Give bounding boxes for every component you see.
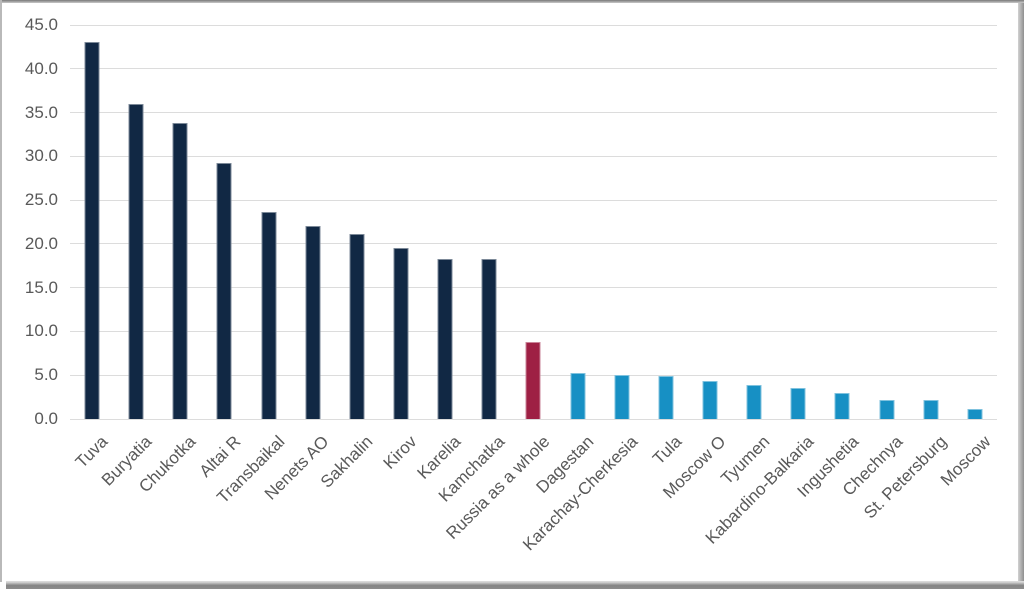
bar-russia-as-a-whole	[525, 341, 541, 419]
bar-sakhalin	[349, 234, 365, 419]
y-tick-label: 30.0	[24, 146, 58, 166]
gridline	[70, 112, 997, 114]
gridlines	[70, 24, 997, 420]
bar-karelia	[437, 258, 453, 419]
bar-slot	[247, 25, 291, 419]
bar-kamchatka	[481, 258, 497, 419]
bar-ingushetia	[834, 392, 850, 419]
gridline	[70, 24, 997, 26]
bar-slot	[644, 25, 688, 419]
bar-moscow-o	[702, 381, 718, 419]
frame-edge-top	[0, 0, 1024, 3]
bar-slot	[600, 25, 644, 419]
plot-area	[70, 24, 997, 420]
bar-slot	[467, 25, 511, 419]
bar-tyumen	[746, 384, 762, 419]
bar-slot	[202, 25, 246, 419]
bar-buryatia	[128, 103, 144, 419]
gridline	[70, 287, 997, 289]
bar-slot	[379, 25, 423, 419]
bar-slot	[865, 25, 909, 419]
bar-kirov	[393, 248, 409, 419]
frame-edge-right	[1018, 3, 1024, 589]
bars	[70, 25, 997, 419]
bar-altai-r	[216, 163, 232, 419]
bar-slot	[114, 25, 158, 419]
bar-tuva	[84, 41, 100, 419]
bar-slot	[70, 25, 114, 419]
bar-slot	[158, 25, 202, 419]
bar-slot	[423, 25, 467, 419]
y-tick-label: 0.0	[34, 409, 58, 428]
frame-edge-bottom	[6, 581, 1024, 589]
y-tick-label: 25.0	[24, 190, 58, 210]
y-tick-label: 5.0	[34, 365, 58, 385]
bar-slot	[511, 25, 555, 419]
bar-slot	[776, 25, 820, 419]
bar-transbaikal	[261, 211, 277, 419]
bar-slot	[820, 25, 864, 419]
bar-slot	[335, 25, 379, 419]
bar-dagestan	[570, 373, 586, 419]
bar-slot	[556, 25, 600, 419]
bar-tula	[658, 376, 674, 419]
gridline	[70, 243, 997, 245]
bar-slot	[291, 25, 335, 419]
bar-slot	[953, 25, 997, 419]
gridline	[70, 155, 997, 157]
gridline	[70, 330, 997, 332]
bar-slot	[688, 25, 732, 419]
bar-chechnya	[879, 399, 895, 419]
y-tick-label: 15.0	[24, 277, 58, 297]
bar-chukotka	[172, 123, 188, 419]
gridline	[70, 68, 997, 70]
y-tick-label: 20.0	[24, 233, 58, 253]
frame-edge-left	[0, 0, 2, 582]
bar-slot	[909, 25, 953, 419]
bar-kabardino-balkaria	[790, 388, 806, 419]
bar-moscow	[967, 409, 983, 419]
y-tick-label: 40.0	[24, 58, 58, 78]
y-tick-label: 45.0	[24, 15, 58, 34]
bar-st-petersburg	[923, 399, 939, 419]
bar-slot	[732, 25, 776, 419]
bar-karachay-cherkesia	[614, 375, 630, 419]
y-tick-label: 35.0	[24, 102, 58, 122]
gridline	[70, 418, 997, 420]
y-tick-label: 10.0	[24, 321, 58, 341]
gridline	[70, 199, 997, 201]
bar-nenets-ao	[305, 225, 321, 419]
